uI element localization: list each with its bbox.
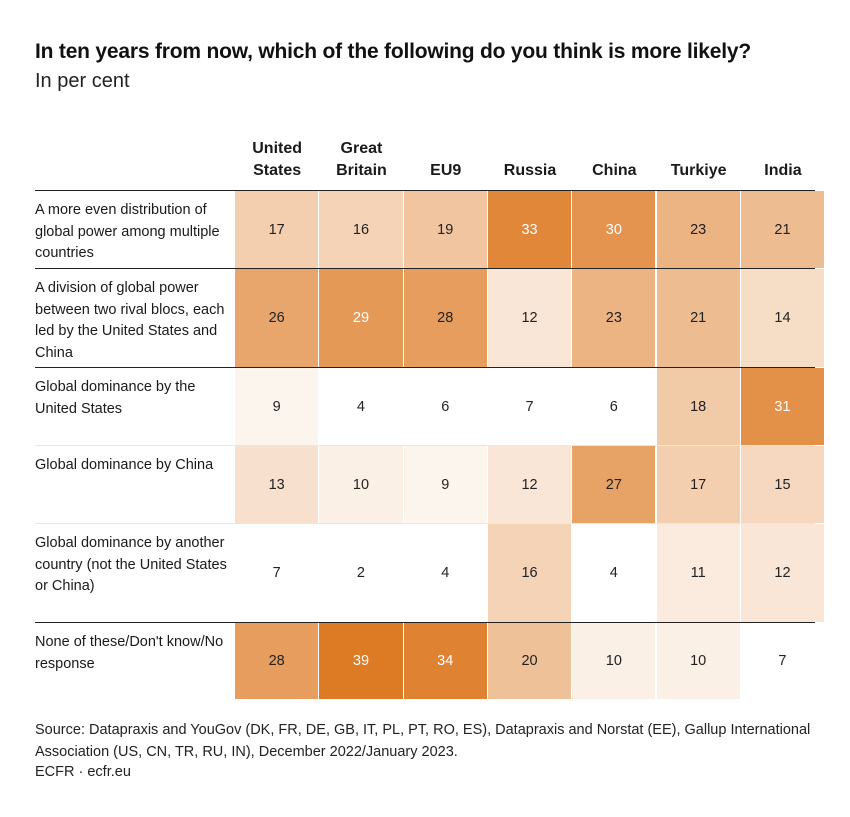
chart-subtitle: In per cent xyxy=(35,70,130,92)
heatmap-cell: 15 xyxy=(740,446,825,523)
heatmap-table: United States Great Britain EU9 Russia China… xyxy=(35,130,825,699)
heatmap-cell: 33 xyxy=(487,191,572,268)
heatmap-cell: 12 xyxy=(487,269,572,367)
row-label: A division of global power between two r… xyxy=(35,280,225,361)
heatmap-cell: 4 xyxy=(319,368,403,445)
heatmap-cell: 7 xyxy=(487,368,572,445)
heatmap-cell: 28 xyxy=(235,623,319,699)
heatmap-cell: 26 xyxy=(235,269,319,367)
heatmap-cell: 39 xyxy=(319,623,403,699)
heatmap-cell: 10 xyxy=(656,623,740,699)
column-header: Russia xyxy=(503,162,557,179)
row-separator xyxy=(35,622,815,623)
row-label: Global dominance by the United States xyxy=(35,379,196,417)
heatmap-cell: 12 xyxy=(740,524,825,622)
column-header: China xyxy=(592,162,637,179)
brand-credit: ECFR · ecfr.eu xyxy=(35,764,131,780)
heatmap-cell: 14 xyxy=(740,269,825,367)
table-row: Global dominance by the United States 9 4 6… xyxy=(35,368,825,445)
column-header: India xyxy=(764,162,802,179)
heatmap-cell: 23 xyxy=(572,269,656,367)
heatmap-cell: 6 xyxy=(403,368,487,445)
heatmap-cell: 16 xyxy=(487,524,572,622)
column-header: Great Britain xyxy=(336,140,387,179)
heatmap-cell: 17 xyxy=(235,191,319,268)
heatmap-cell: 29 xyxy=(319,269,403,367)
chart-title: In ten years from now, which of the foll… xyxy=(35,40,751,63)
column-header: Turkiye xyxy=(670,162,727,179)
row-label: None of these/Don't know/No response xyxy=(35,634,224,672)
heatmap-cell: 12 xyxy=(487,446,572,523)
heatmap-cell: 20 xyxy=(487,623,572,699)
column-header: United States xyxy=(252,140,303,179)
source-note: Source: Datapraxis and YouGov (DK, FR, D… xyxy=(35,722,811,760)
heatmap-cell: 21 xyxy=(656,269,740,367)
table-row: A division of global power between two r… xyxy=(35,269,825,367)
heatmap-cell: 11 xyxy=(656,524,740,622)
heatmap-cell: 7 xyxy=(740,623,825,699)
heatmap-cell: 18 xyxy=(656,368,740,445)
heatmap-cell: 6 xyxy=(572,368,656,445)
heatmap-cell: 10 xyxy=(572,623,656,699)
heatmap-cell: 9 xyxy=(403,446,487,523)
heatmap-cell: 34 xyxy=(403,623,487,699)
header-rule xyxy=(35,190,815,191)
heatmap-cell: 31 xyxy=(740,368,825,445)
column-header: EU9 xyxy=(430,162,462,179)
heatmap-cell: 19 xyxy=(403,191,487,268)
heatmap-cell: 2 xyxy=(319,524,403,622)
row-separator xyxy=(35,268,815,269)
table-row: None of these/Don't know/No response 28 39… xyxy=(35,623,825,699)
table-row: A more even distribution of global power… xyxy=(35,191,825,268)
table-row: Global dominance by another country (not… xyxy=(35,524,825,622)
heatmap-cell: 9 xyxy=(235,368,319,445)
heatmap-cell: 4 xyxy=(572,524,656,622)
row-label: Global dominance by China xyxy=(35,457,214,473)
table-row: Global dominance by China 13 10 9 12 27 17 15 xyxy=(35,446,825,523)
heatmap-cell: 16 xyxy=(319,191,403,268)
row-separator xyxy=(35,445,815,446)
heatmap-cell: 7 xyxy=(235,524,319,622)
row-separator xyxy=(35,367,815,368)
row-label: A more even distribution of global power… xyxy=(35,202,220,261)
heatmap-cell: 28 xyxy=(403,269,487,367)
heatmap-cell: 21 xyxy=(740,191,825,268)
heatmap-cell: 10 xyxy=(319,446,403,523)
heatmap-cell: 4 xyxy=(403,524,487,622)
row-label: Global dominance by another country (not… xyxy=(35,535,227,594)
heatmap-cell: 27 xyxy=(572,446,656,523)
heatmap-cell: 23 xyxy=(656,191,740,268)
heatmap-cell: 30 xyxy=(572,191,656,268)
heatmap-cell: 13 xyxy=(235,446,319,523)
row-separator xyxy=(35,523,815,524)
heatmap-cell: 17 xyxy=(656,446,740,523)
